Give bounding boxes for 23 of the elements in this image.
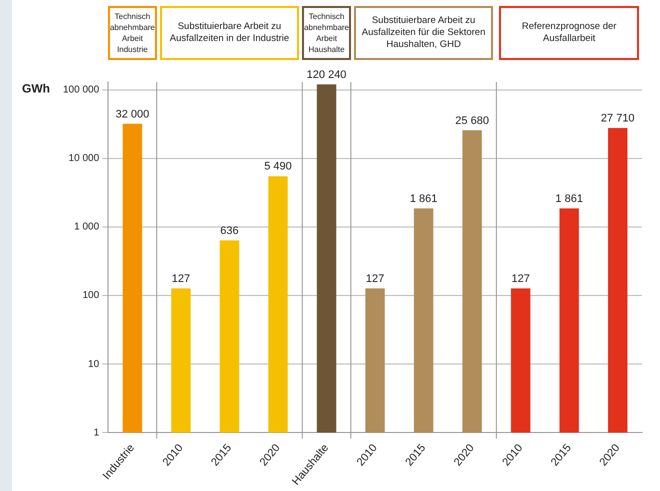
text: Referenzprognose der Ausfallarbeit — [499, 6, 639, 60]
y-tick-label: 10 000 — [68, 153, 100, 164]
data-label: 127 — [172, 272, 190, 285]
data-label: 636 — [220, 224, 239, 237]
data-label: 25 680 — [455, 114, 489, 127]
data-label: 1 861 — [410, 192, 438, 205]
data-label: 127 — [511, 272, 530, 285]
text: Substituierbare Arbeit zu Ausfallzeiten in der Industrie — [160, 6, 300, 60]
data-label: 120 240 — [306, 68, 346, 81]
y-tick-label: 100 000 — [62, 84, 100, 96]
data-label: 5 490 — [264, 160, 292, 173]
y-axis-title: GWh — [22, 81, 50, 96]
text: Technisch abnehmbare Arbeit Haushalte — [302, 6, 351, 60]
data-label: 27 710 — [600, 112, 635, 125]
text: Technisch abnehmbare Arbeit Industrie — [108, 6, 157, 60]
text: Substituierbare Arbeit zu Ausfallzeiten für die Sektoren Haushalten, GHD — [354, 6, 494, 60]
data-label: 127 — [366, 272, 384, 285]
y-tick-label: 100 — [82, 290, 100, 302]
y-tick-label: 10 — [88, 358, 100, 370]
data-label: 1 861 — [555, 192, 583, 205]
y-tick-label: 1 000 — [74, 222, 100, 233]
y-tick-label: 1 — [94, 427, 100, 438]
data-label: 32 000 — [116, 108, 150, 120]
